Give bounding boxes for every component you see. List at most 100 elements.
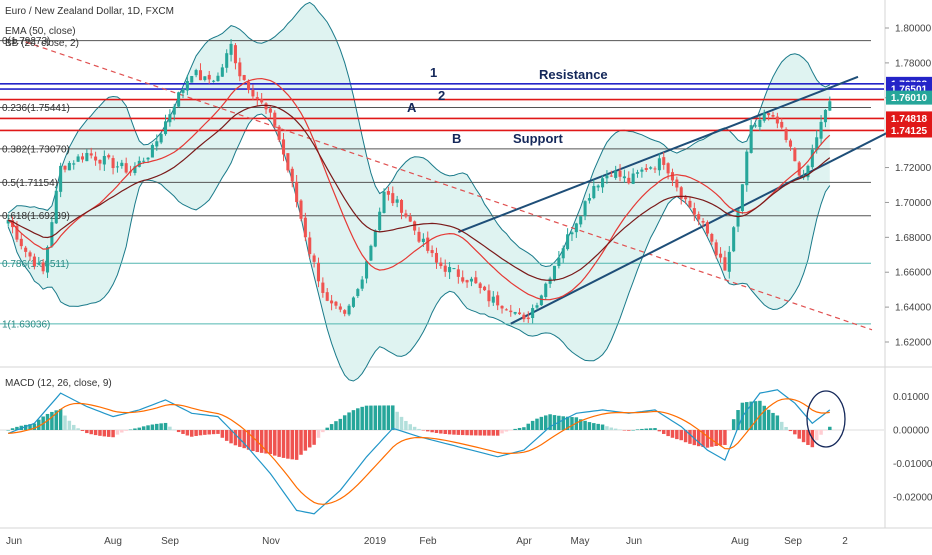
candle-body [321, 282, 325, 293]
macd-histogram-bar [469, 430, 474, 436]
candle-body [67, 162, 71, 171]
time-axis[interactable]: Jun Aug Sep Nov 2019 Feb Apr May Jun Aug Sep 2 [6, 536, 848, 547]
macd-histogram-bar [474, 430, 478, 436]
macd-histogram-bar [128, 429, 133, 431]
macd-histogram-bar [32, 423, 37, 430]
dashed-downtrend-line[interactable] [25, 41, 873, 331]
time-axis-label: Aug [104, 536, 122, 547]
macd-histogram-bar [251, 430, 255, 452]
candle-body [701, 220, 705, 223]
candle-body [233, 45, 237, 64]
candle-body [587, 198, 591, 201]
moving-averages [7, 77, 831, 301]
macd-cross-highlight-circle[interactable] [806, 390, 846, 448]
fib-level-label: 0.618(1.69239) [2, 211, 70, 222]
macd-histogram-bar [823, 430, 828, 431]
macd-histogram-bar [452, 430, 456, 435]
candle-body [347, 305, 351, 315]
price-badge [886, 90, 932, 105]
macd-histogram-bar [246, 430, 251, 450]
macd-histogram-bar [500, 430, 504, 434]
macd-histogram-bar [264, 430, 268, 454]
macd-histogram-bar [583, 420, 587, 430]
macd-histogram-bar [115, 430, 120, 435]
macd-histogram-bar [705, 430, 710, 448]
candle-body [753, 125, 758, 127]
candle-body [356, 289, 360, 297]
macd-histogram-bar [504, 430, 509, 432]
candle-body [98, 159, 102, 164]
macd-histogram-bar [692, 430, 697, 446]
macd-histogram-bar [360, 406, 364, 430]
time-axis-label: 2 [842, 536, 848, 547]
candle-body [596, 185, 600, 188]
candle-body [163, 121, 168, 135]
ema-legend[interactable]: EMA (50, close) [5, 26, 76, 37]
macd-histogram-bar [718, 430, 723, 446]
candle-body [255, 97, 259, 99]
macd-histogram-bar [216, 430, 220, 434]
macd-histogram-bar [220, 430, 225, 438]
macd-histogram-bar [696, 430, 701, 447]
time-axis-label: Feb [419, 536, 437, 547]
candle-body [723, 257, 727, 271]
candle-body [330, 300, 334, 304]
macd-histogram-bar [495, 430, 500, 436]
candle-body [177, 92, 181, 107]
macd-histogram-bar [784, 426, 788, 430]
macd-histogram-bar [111, 430, 115, 438]
candle-body [522, 314, 526, 320]
macd-legend[interactable]: MACD (12, 26, close, 9) [5, 378, 112, 389]
candle-body [238, 62, 242, 77]
bb-legend[interactable]: BB (20, close, 2) [5, 38, 79, 49]
candle-body [212, 80, 216, 82]
macd-histogram-bar [120, 430, 124, 433]
candle-body [251, 89, 255, 97]
candle-body [408, 216, 412, 222]
macd-histogram-bar [622, 430, 627, 431]
macd-histogram-bar [745, 402, 749, 430]
price-axis[interactable]: 1.800001.780001.760001.740001.720001.700… [885, 24, 932, 349]
macd-histogram-bar [710, 430, 714, 447]
macd-histogram-bar [211, 430, 216, 435]
candle-body [360, 279, 364, 289]
candle-body [365, 261, 369, 279]
macd-histogram-bar [141, 426, 146, 430]
time-axis-label: Sep [161, 536, 179, 547]
macd-histogram-bar [325, 427, 329, 430]
macd-axis[interactable]: 0.01000 0.00000 -0.01000 -0.02000 [893, 392, 932, 504]
macd-histogram-bar [417, 428, 421, 430]
candle-body [601, 178, 605, 188]
candle-body [142, 160, 146, 162]
macd-histogram-bar [373, 405, 378, 430]
macd-histogram-bar [779, 421, 784, 430]
candle-body [334, 301, 338, 306]
candle-body [635, 172, 640, 174]
candle-body [657, 158, 661, 171]
macd-histogram-bar [198, 430, 203, 436]
macd-histogram-bar [229, 430, 233, 444]
candle-body [430, 250, 434, 254]
candle-body [548, 278, 552, 284]
candle-body [247, 81, 251, 90]
candle-body [762, 113, 766, 121]
macd-histogram-bar [443, 430, 447, 434]
annotation-a: A [407, 100, 417, 115]
macd-histogram-bar [456, 430, 461, 435]
candle-body [286, 153, 290, 171]
channel-resistance-line[interactable] [457, 75, 859, 234]
candle-body [24, 247, 28, 252]
macd-histogram-bar [631, 429, 635, 431]
time-axis-label: Aug [731, 536, 749, 547]
macd-histogram-bar [762, 405, 767, 430]
candle-body [63, 165, 67, 170]
macd-histogram-bar [391, 405, 395, 430]
macd-histogram-bar [80, 430, 85, 431]
candle-body [369, 245, 373, 261]
macd-histogram-bar [85, 430, 89, 434]
macd-histogram-bar [578, 419, 583, 430]
candle-body [767, 113, 771, 116]
